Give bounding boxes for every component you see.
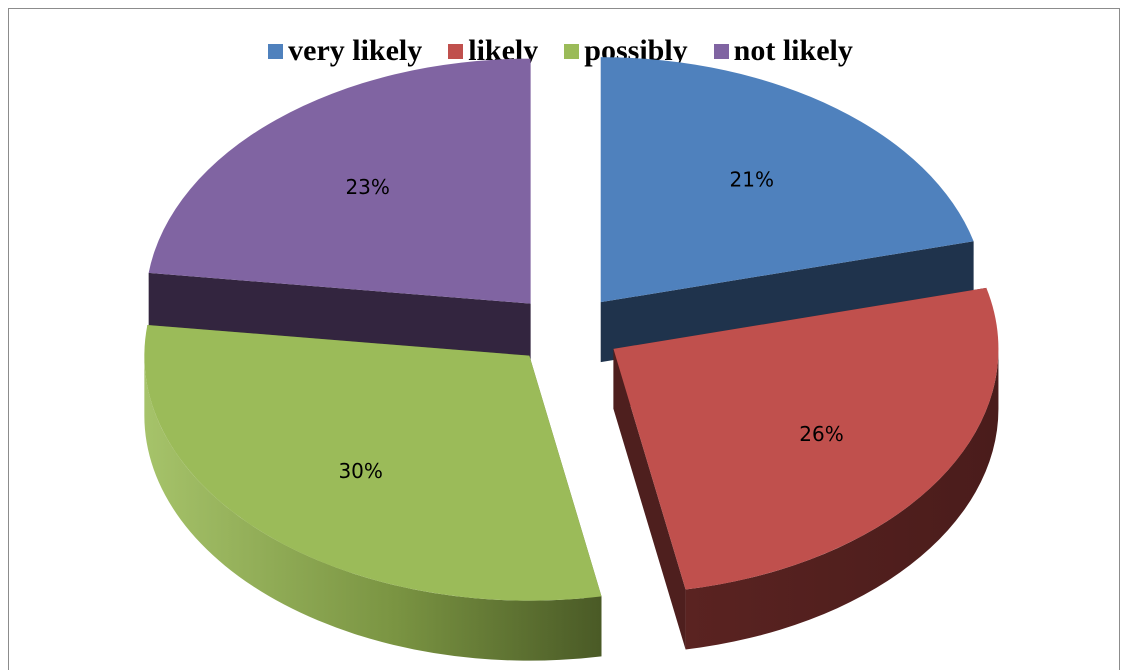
data-label-possibly: 30% [338,459,382,483]
pie-slices-group: 21% 26% 30% 23% [144,57,998,660]
data-label-very-likely: 21% [730,167,774,191]
data-label-likely: 26% [799,422,843,446]
slice-not-likely [149,59,531,304]
data-label-not-likely: 23% [345,175,389,199]
